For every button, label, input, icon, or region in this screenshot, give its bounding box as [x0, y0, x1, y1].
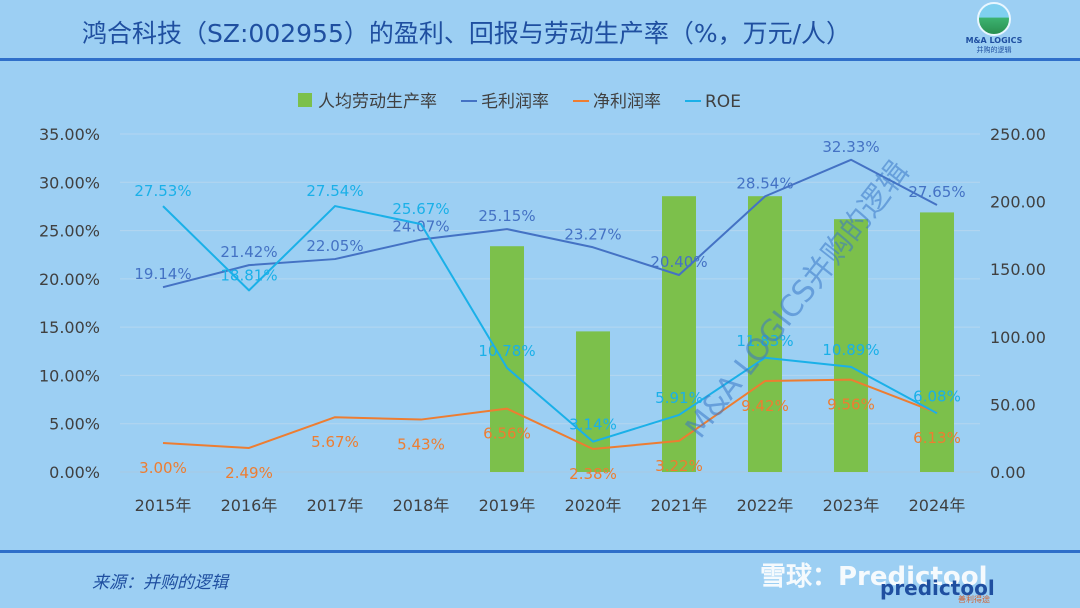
bar [576, 331, 610, 472]
bar [834, 219, 868, 472]
x-tick-label: 2022年 [737, 496, 794, 515]
combo-chart: 0.00% 5.00% 10.00% 15.00% 20.00% 25.00% 30.00%… [39, 92, 1046, 515]
data-label: 21.42% [220, 243, 277, 261]
data-label: 19.14% [134, 265, 191, 283]
series-line [162, 158, 938, 289]
logo-subtitle: 并购的逻辑 [976, 46, 1012, 54]
chart-title: 鸿合科技（SZ:002955）的盈利、回报与劳动生产率（%，万元/人） [82, 19, 852, 48]
x-tick-label: 2015年 [135, 496, 192, 515]
y-left-tick-label: 30.00% [39, 173, 100, 192]
series-line [162, 205, 938, 443]
data-label: 23.27% [564, 225, 621, 243]
data-label: 20.40% [650, 253, 707, 271]
data-label: 6.08% [913, 387, 961, 405]
data-label: 9.56% [827, 396, 875, 414]
data-label: 25.15% [478, 207, 535, 225]
x-tick-label: 2016年 [221, 496, 278, 515]
data-label: 32.33% [822, 138, 879, 156]
snowball-watermark: 雪球：Predictool [760, 562, 988, 592]
data-label: 25.67% [392, 200, 449, 218]
data-label: 2.49% [225, 464, 273, 482]
legend-label: 净利润率 [593, 92, 661, 112]
data-label: 5.67% [311, 433, 359, 451]
y-left-tick-label: 0.00% [49, 463, 100, 482]
y-right-tick-label: 50.00 [990, 395, 1036, 414]
bar [920, 212, 954, 472]
y-left-tick-label: 15.00% [39, 318, 100, 337]
x-tick-label: 2017年 [307, 496, 364, 515]
logo-icon [977, 2, 1011, 36]
brand-logo: M&A LOGICS 并购的逻辑 [960, 2, 1028, 58]
legend-label: 人均劳动生产率 [318, 92, 437, 112]
data-label: 3.14% [569, 416, 617, 434]
title-divider [0, 58, 1080, 61]
predictool-watermark: predictool [880, 576, 995, 600]
source-note: 来源：并购的逻辑 [92, 573, 228, 593]
y-left-tick-label: 10.00% [39, 366, 100, 385]
legend-marker [298, 93, 312, 107]
x-tick-label: 2020年 [565, 496, 622, 515]
data-label: 22.05% [306, 237, 363, 255]
y-right-tick-label: 250.00 [990, 125, 1046, 144]
y-left-tick-label: 5.00% [49, 415, 100, 434]
x-tick-label: 2018年 [393, 496, 450, 515]
y-left-tick-label: 20.00% [39, 270, 100, 289]
data-label: 28.54% [736, 174, 793, 192]
data-label: 27.65% [908, 183, 965, 201]
y-left-tick-label: 35.00% [39, 125, 100, 144]
x-tick-label: 2019年 [479, 496, 536, 515]
data-label: 5.91% [655, 389, 703, 407]
data-label: 3.22% [655, 457, 703, 475]
y-right-tick-label: 100.00 [990, 328, 1046, 347]
data-label: 27.53% [134, 182, 191, 200]
predictool-watermark-sub: 善利得途 [958, 595, 990, 604]
y-right-tick-label: 200.00 [990, 193, 1046, 212]
bar [662, 196, 696, 472]
data-label: 6.56% [483, 425, 531, 443]
data-label: 3.00% [139, 459, 187, 477]
data-label: 9.42% [741, 397, 789, 415]
data-label: 10.89% [822, 341, 879, 359]
legend-label: 毛利润率 [481, 92, 549, 112]
y-right-tick-label: 0.00 [990, 463, 1026, 482]
y-left-tick-label: 25.00% [39, 222, 100, 241]
data-label: 6.13% [913, 429, 961, 447]
data-label: 27.54% [306, 182, 363, 200]
data-label: 2.38% [569, 465, 617, 483]
series-line [162, 378, 938, 451]
bar [748, 196, 782, 472]
data-label: 11.83% [736, 332, 793, 350]
data-label: 10.78% [478, 342, 535, 360]
logo-name: M&A LOGICS [965, 36, 1023, 45]
y-right-tick-label: 150.00 [990, 260, 1046, 279]
bar [490, 246, 524, 472]
data-label: 18.81% [220, 266, 277, 284]
x-tick-label: 2021年 [651, 496, 708, 515]
legend-label: ROE [705, 92, 741, 112]
footer-divider [0, 550, 1080, 553]
x-tick-label: 2023年 [823, 496, 880, 515]
data-label: 5.43% [397, 436, 445, 454]
x-tick-label: 2024年 [909, 496, 966, 515]
